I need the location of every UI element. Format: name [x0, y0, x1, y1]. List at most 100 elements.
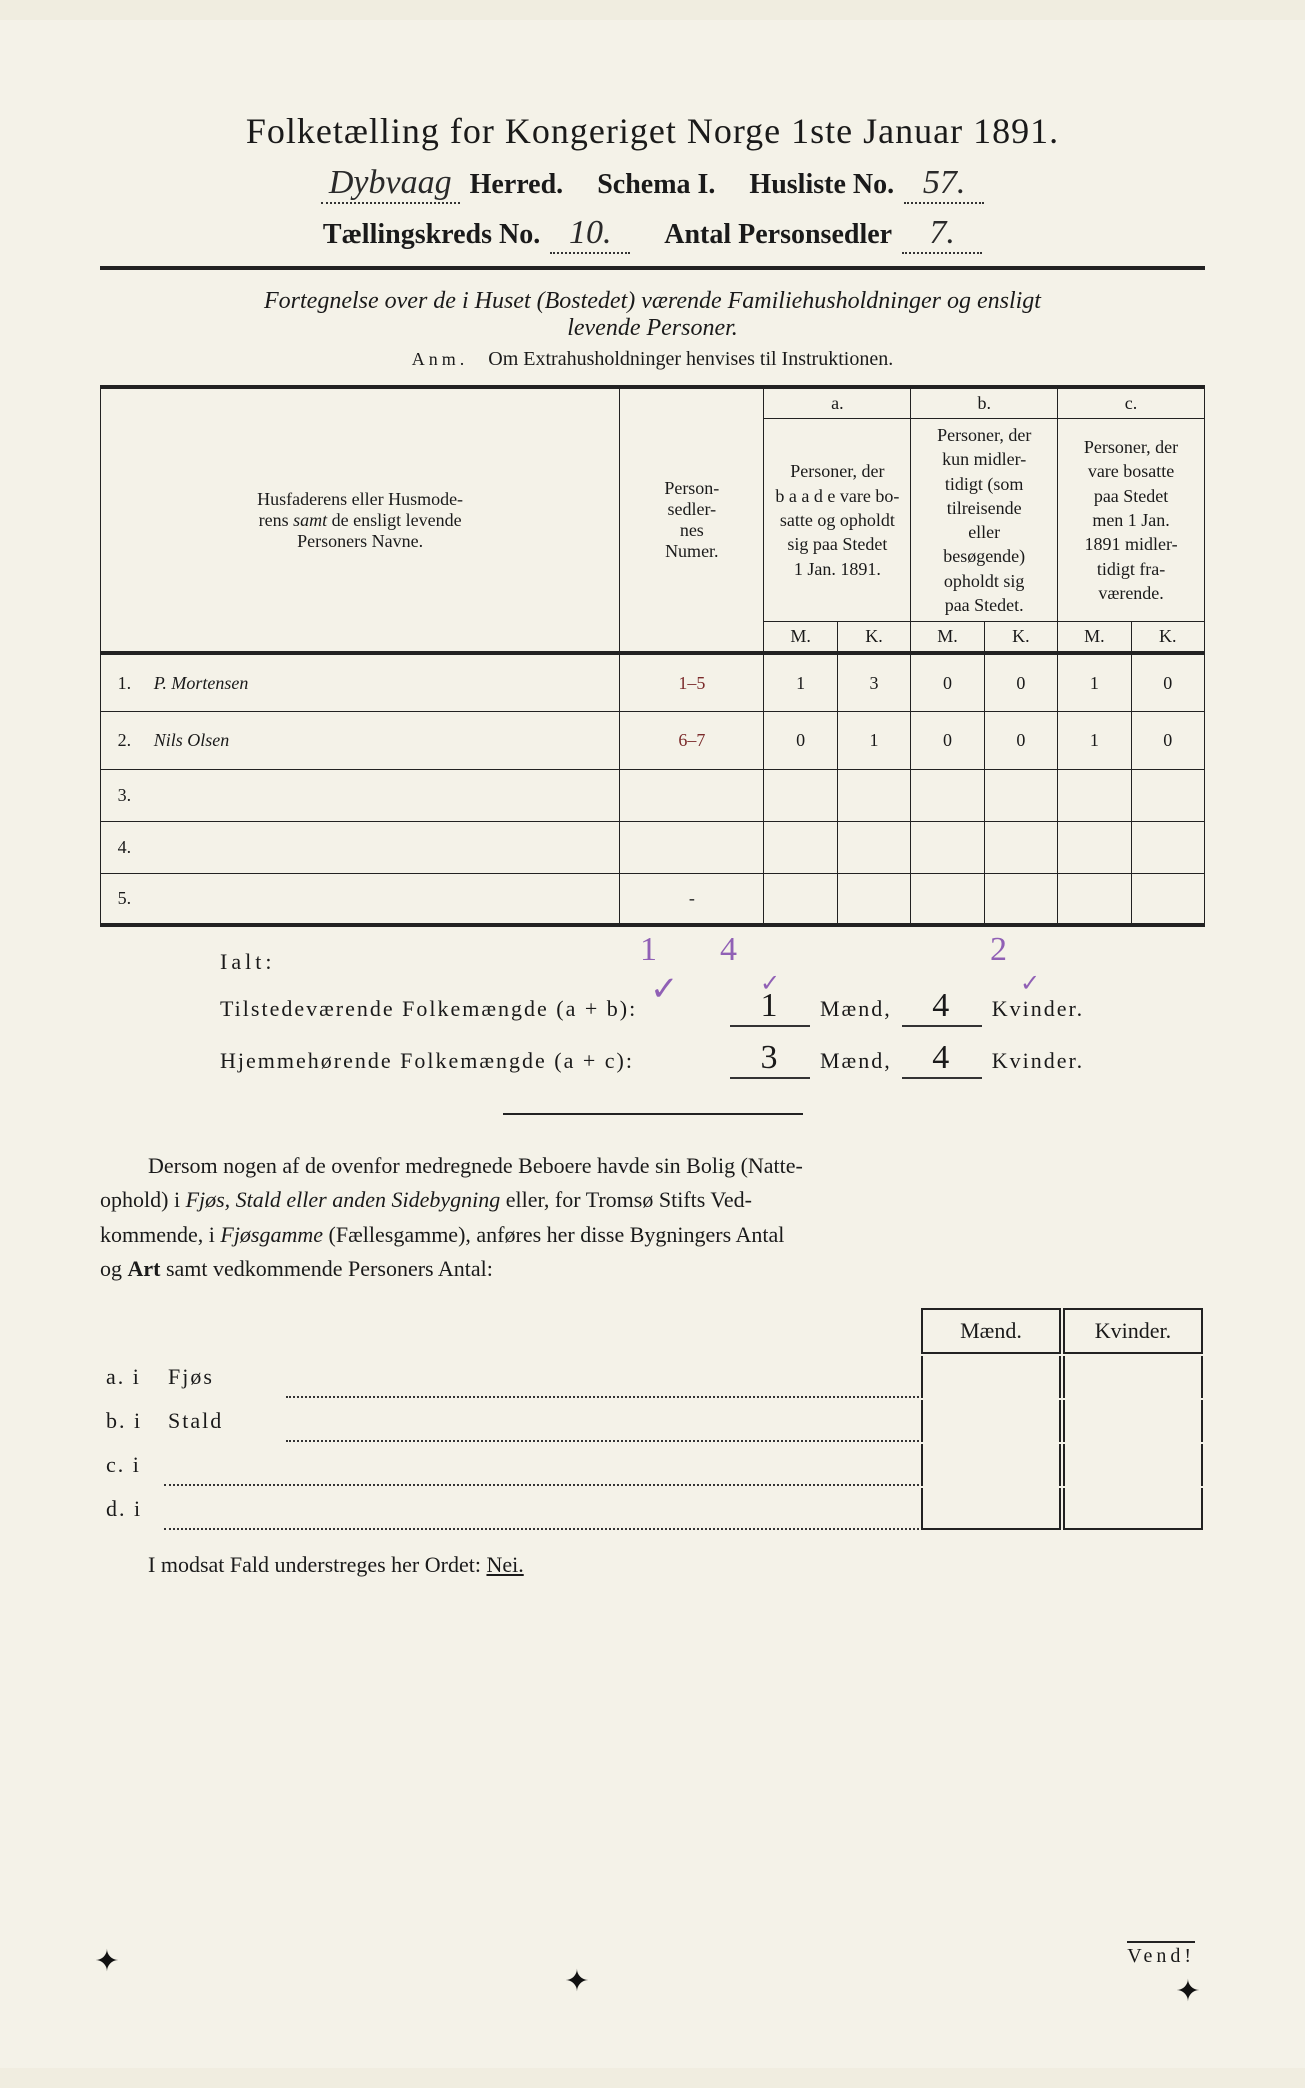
anm-label: Anm. [412, 349, 469, 369]
row-num: 5. [101, 873, 148, 925]
col-c-label: c. [1058, 387, 1205, 419]
nei-word: Nei. [486, 1552, 523, 1577]
table-row: 5. - [101, 873, 1205, 925]
tilstede-k: 4 [902, 987, 982, 1027]
col-a-m: M. [764, 622, 837, 654]
col-b-k: K. [984, 622, 1057, 654]
schema-label: Schema I. [597, 169, 715, 201]
cell-cK: 0 [1131, 653, 1204, 711]
kvinder-label: Kvinder. [992, 996, 1084, 1022]
cell-aM: 1 [764, 653, 837, 711]
col-b-desc: Personer, derkun midler-tidigt (somtilre… [911, 419, 1058, 622]
form-title: Folketælling for Kongeriget Norge 1ste J… [100, 110, 1205, 152]
person-name [148, 769, 620, 821]
totals-block: 1 4 2 ✓ ✓ ✓ Ialt: Tilstedeværende Folkem… [220, 949, 1205, 1079]
maend-label: Mænd, [820, 996, 892, 1022]
table-row: 4. [101, 821, 1205, 873]
taellingskreds-label: Tællingskreds No. [323, 219, 540, 251]
sidebygning-para: Dersom nogen af de ovenfor medregnede Be… [100, 1149, 1205, 1285]
ialt-label: Ialt: [220, 949, 330, 975]
cell-bK: 0 [984, 653, 1057, 711]
side-row: a. i Fjøs [102, 1356, 1203, 1398]
pencil-check-1: ✓ [650, 969, 679, 1009]
nei-line: I modsat Fald understreges her Ordet: Ne… [100, 1552, 1205, 1578]
row-num: 4. [101, 821, 148, 873]
side-lbl: b. i [102, 1400, 162, 1442]
person-name [148, 873, 620, 925]
side-lbl: d. i [102, 1488, 162, 1530]
col-head-personsedler: Person-sedler-nesNumer. [620, 387, 764, 653]
cell-aK: 3 [837, 653, 910, 711]
antal-value: 7. [902, 214, 982, 254]
side-lbl: a. i [102, 1356, 162, 1398]
table-row: 3. [101, 769, 1205, 821]
hjemme-k: 4 [902, 1039, 982, 1079]
side-row: d. i [102, 1488, 1203, 1530]
pencil-mark-4: 4 [720, 931, 737, 969]
pencil-mark-1: 1 [640, 931, 657, 969]
maend-label: Mænd, [820, 1048, 892, 1074]
side-kvinder-head: Kvinder. [1063, 1308, 1203, 1354]
row-num: 1. [101, 653, 148, 711]
sedler-num [620, 769, 764, 821]
cell-cM: 1 [1058, 653, 1131, 711]
taellingskreds-no: 10. [550, 214, 630, 254]
col-c-m: M. [1058, 622, 1131, 654]
divider-thin [503, 1113, 803, 1115]
antal-label: Antal Personsedler [664, 219, 892, 251]
cell-aM: 0 [764, 711, 837, 769]
sedler-num [620, 821, 764, 873]
tilstede-row: Tilstedeværende Folkemængde (a + b): 1 M… [220, 987, 1205, 1027]
col-b-m: M. [911, 622, 984, 654]
hjemme-row: Hjemmehørende Folkemængde (a + c): 3 Mæn… [220, 1039, 1205, 1079]
pencil-check-3: ✓ [1020, 969, 1040, 998]
husliste-no: 57. [904, 164, 984, 204]
cell-bK: 0 [984, 711, 1057, 769]
person-name [148, 821, 620, 873]
husliste-label: Husliste No. [749, 169, 894, 201]
side-maend-head: Mænd. [921, 1308, 1061, 1354]
col-c-k: K. [1131, 622, 1204, 654]
side-row: c. i [102, 1444, 1203, 1486]
cell-aK: 1 [837, 711, 910, 769]
cell-bM: 0 [911, 711, 984, 769]
pencil-check-2: ✓ [760, 969, 780, 998]
anm-note: Anm. Om Extrahusholdninger henvises til … [100, 348, 1205, 371]
col-c-desc: Personer, dervare bosattepaa Stedetmen 1… [1058, 419, 1205, 622]
sedler-num: 6–7 [620, 711, 764, 769]
binding-mark-icon: ✦ [560, 1964, 594, 1998]
cell-bM: 0 [911, 653, 984, 711]
sedler-num: 1–5 [620, 653, 764, 711]
col-a-k: K. [837, 622, 910, 654]
cell-cM: 1 [1058, 711, 1131, 769]
binding-mark-icon: ✦ [1171, 1974, 1205, 2008]
vend-label: Vend! [1127, 1941, 1195, 1968]
herred-label: Herred. [470, 169, 564, 201]
table-row: 2. Nils Olsen 6–7 0 1 0 0 1 0 [101, 711, 1205, 769]
side-txt: Fjøs [164, 1356, 284, 1398]
binding-mark-icon: ✦ [90, 1944, 124, 1978]
row-num: 2. [101, 711, 148, 769]
side-lbl: c. i [102, 1444, 162, 1486]
divider-thick-1 [100, 266, 1205, 270]
pencil-mark-2: 2 [990, 931, 1007, 969]
side-row: b. i Stald [102, 1400, 1203, 1442]
cell-cK: 0 [1131, 711, 1204, 769]
col-head-name: Husfaderens eller Husmode-rens samt de e… [101, 387, 620, 653]
kvinder-label: Kvinder. [992, 1048, 1084, 1074]
herred-value: Dybvaag [321, 164, 460, 204]
anm-text: Om Extrahusholdninger henvises til Instr… [488, 348, 893, 370]
sedler-num: - [620, 873, 764, 925]
person-name: Nils Olsen [148, 711, 620, 769]
tilstede-label: Tilstedeværende Folkemængde (a + b): [220, 996, 720, 1022]
header-row-2: Tællingskreds No. 10. Antal Personsedler… [100, 214, 1205, 254]
row-num: 3. [101, 769, 148, 821]
table-row: 1. P. Mortensen 1–5 1 3 0 0 1 0 [101, 653, 1205, 711]
census-table: Husfaderens eller Husmode-rens samt de e… [100, 385, 1205, 927]
col-b-label: b. [911, 387, 1058, 419]
side-txt: Stald [164, 1400, 284, 1442]
header-row-1: Dybvaag Herred. Schema I. Husliste No. 5… [100, 164, 1205, 204]
col-a-desc: Personer, derb a a d e vare bo-satte og … [764, 419, 911, 622]
sidebygning-table: Mænd. Kvinder. a. i Fjøs b. i Stald c. i… [100, 1306, 1205, 1532]
col-a-label: a. [764, 387, 911, 419]
